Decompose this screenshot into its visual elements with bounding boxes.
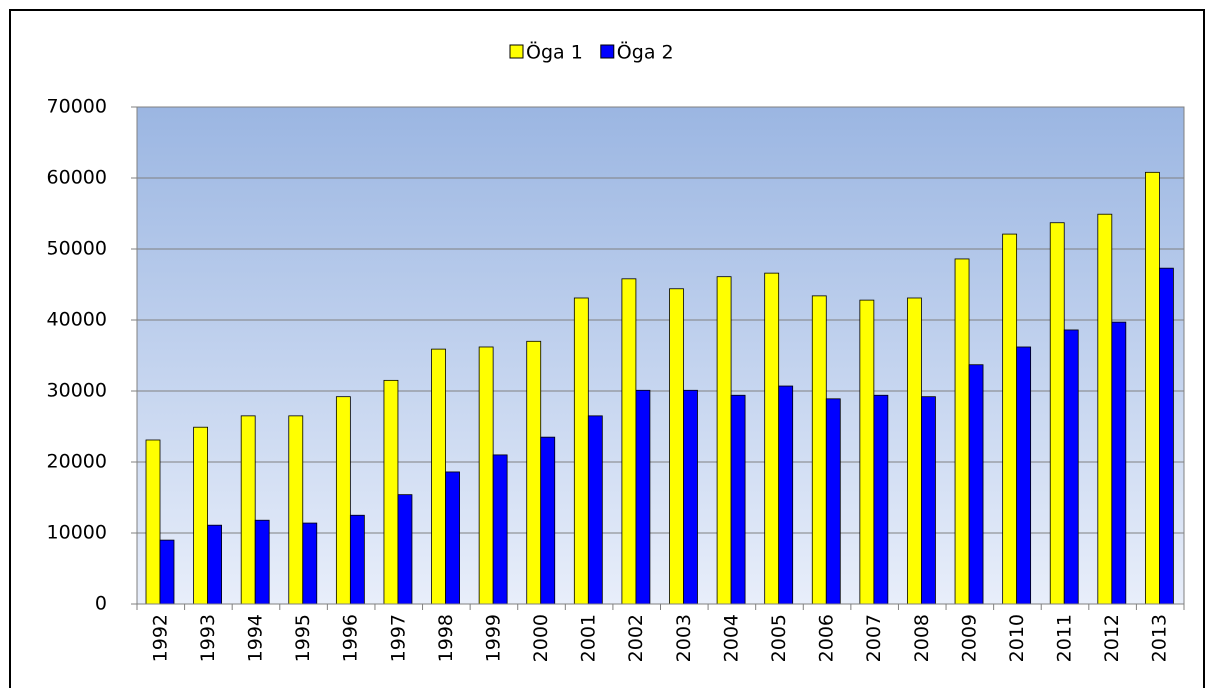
bar (1111, 321, 1127, 605)
bar (1049, 222, 1065, 605)
x-tick-label: 2013 (1149, 614, 1171, 662)
bar (778, 385, 794, 605)
bar (1063, 329, 1079, 605)
bar (526, 340, 542, 605)
x-tick-label: 1996 (340, 614, 362, 662)
bar (968, 364, 984, 605)
legend-label: Öga 2 (617, 41, 674, 64)
bar (302, 522, 318, 605)
bar (1002, 233, 1018, 605)
bar (193, 426, 208, 605)
bar (478, 346, 494, 605)
legend-label: Öga 1 (526, 41, 583, 64)
bar (145, 439, 161, 605)
bar (573, 297, 589, 605)
bar (716, 276, 732, 605)
y-tick-label: 50000 (47, 238, 107, 260)
x-tick-label: 1997 (387, 614, 409, 662)
x-tick-label: 1995 (292, 614, 314, 662)
x-tick-label: 1994 (244, 614, 266, 662)
x-tick-label: 2006 (816, 614, 838, 662)
bar (921, 396, 936, 605)
x-tick-label: 1993 (197, 614, 219, 662)
bar (825, 398, 841, 605)
bar (1016, 346, 1032, 605)
bar (383, 379, 399, 605)
bar (240, 415, 256, 605)
bar (621, 278, 637, 605)
y-tick-label: 60000 (47, 167, 107, 189)
y-tick-label: 20000 (47, 451, 107, 473)
bar (954, 258, 970, 605)
x-tick-label: 2000 (530, 614, 552, 662)
x-tick-label: 2010 (1006, 614, 1028, 662)
bar (431, 348, 446, 605)
bar (445, 471, 460, 605)
x-tick-label: 2012 (1101, 614, 1123, 662)
x-tick-label: 2008 (911, 614, 933, 662)
bar (540, 436, 556, 605)
bar (288, 415, 304, 605)
bar (254, 519, 270, 605)
bar (764, 272, 780, 605)
x-tick-label: 2001 (578, 614, 600, 662)
x-tick-label: 2007 (863, 614, 885, 662)
bar (1097, 213, 1113, 605)
bar (492, 454, 508, 605)
bar (1145, 171, 1160, 605)
bar (635, 389, 651, 605)
x-tick-label: 2004 (720, 614, 742, 662)
x-tick-label: 1999 (482, 614, 504, 662)
bar (1159, 267, 1174, 605)
y-tick-label: 30000 (47, 380, 107, 402)
legend-swatch (509, 44, 524, 59)
bar (730, 394, 746, 605)
y-tick-label: 70000 (47, 96, 107, 118)
x-tick-label: 2011 (1054, 614, 1076, 662)
y-tick-label: 0 (95, 593, 107, 615)
y-tick-label: 10000 (47, 522, 107, 544)
bar (859, 299, 875, 605)
y-tick-label: 40000 (47, 309, 107, 331)
x-tick-label: 2009 (958, 614, 980, 662)
bar (811, 295, 827, 605)
bar (587, 415, 603, 605)
x-tick-label: 2003 (673, 614, 695, 662)
x-tick-label: 2002 (625, 614, 647, 662)
bar (207, 524, 222, 605)
x-tick-label: 1992 (149, 614, 171, 662)
bar (683, 389, 698, 605)
x-tick-label: 2005 (768, 614, 790, 662)
bar (873, 394, 889, 605)
bar (159, 539, 175, 605)
legend-swatch (600, 44, 615, 59)
bar (669, 288, 684, 605)
x-tick-label: 1998 (435, 614, 457, 662)
bar (349, 514, 365, 605)
bar (335, 396, 351, 605)
bar (907, 297, 922, 605)
bar (397, 494, 413, 605)
